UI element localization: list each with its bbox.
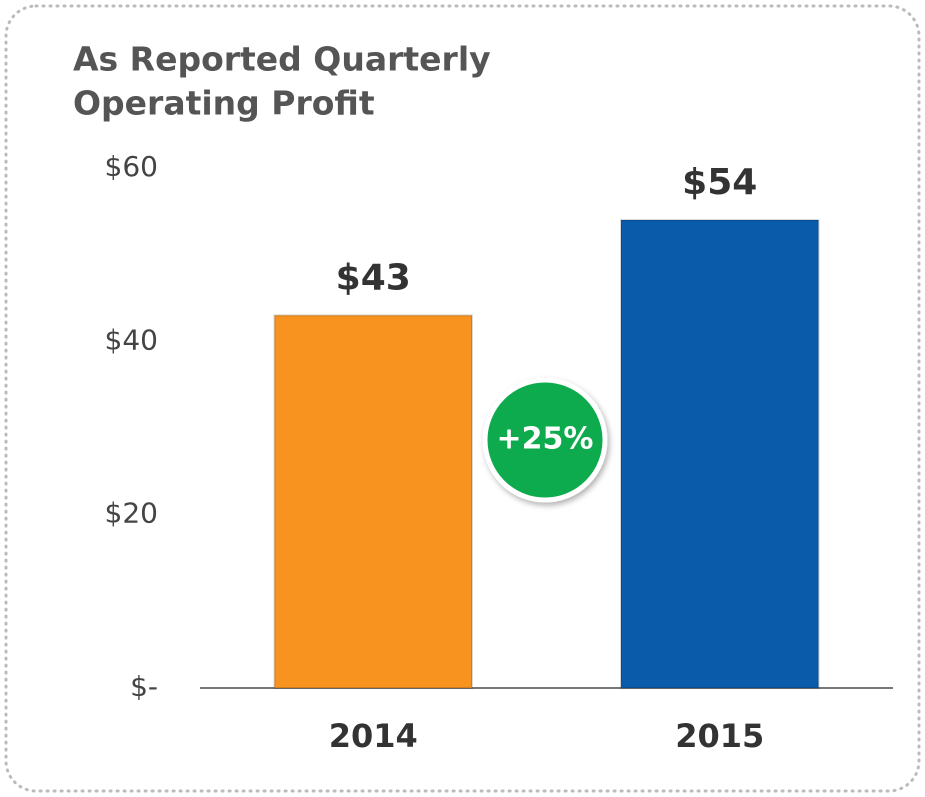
y-tick-label: $-: [130, 670, 158, 703]
value-label: $43: [336, 257, 411, 298]
y-tick-label: $40: [105, 323, 158, 356]
x-tick-label: 2014: [329, 717, 418, 755]
x-tick-label: 2015: [675, 717, 764, 755]
y-tick-label: $20: [105, 497, 158, 530]
bar: [619, 219, 820, 689]
chart-title: As Reported Quarterly: [73, 40, 491, 79]
y-tick-label: $60: [105, 150, 158, 183]
value-label: $54: [682, 162, 757, 203]
frame: [4, 4, 921, 793]
annotation: +25%: [497, 422, 594, 457]
chart-title: Operating Profit: [73, 84, 375, 123]
bar: [273, 314, 474, 689]
annotation-badge: [482, 377, 608, 503]
